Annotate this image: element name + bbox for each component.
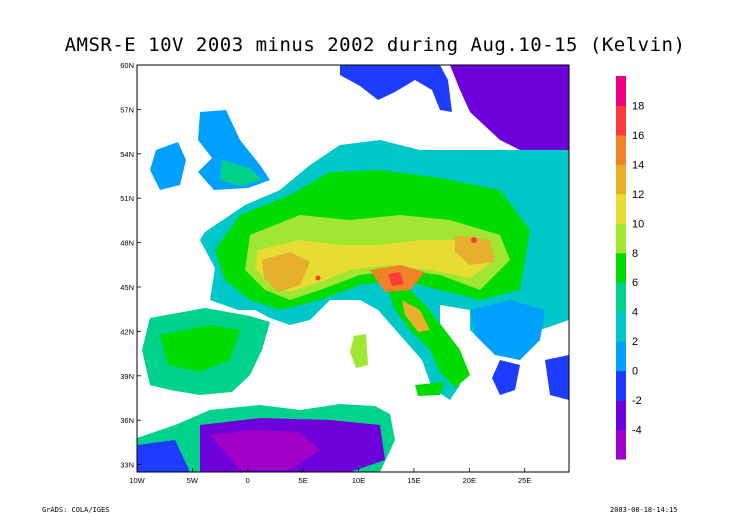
lon-tick-label: 15E	[407, 476, 420, 485]
east-hot-area	[455, 235, 495, 265]
greece-land	[492, 360, 520, 395]
colorbar-segment	[616, 341, 626, 372]
north-africa-coldest-area	[210, 430, 320, 470]
lon-tick-label: 20E	[463, 476, 476, 485]
colorbar-segment	[616, 370, 626, 401]
colorbar-label: 12	[632, 189, 644, 201]
italy-hot-area	[402, 300, 430, 332]
lat-tick-label: 39N	[120, 372, 134, 381]
balkans-land	[470, 300, 545, 360]
iberia-interior	[160, 325, 240, 372]
map-title: AMSR-E 10V 2003 minus 2002 during Aug.10…	[64, 34, 686, 56]
colorbar-label: 6	[632, 277, 638, 289]
colorbar-segment	[616, 429, 626, 460]
latitude-axis: 60N 57N 54N 51N 48N 45N 42N 39N 36N 33N	[120, 61, 141, 470]
morocco-land	[137, 440, 190, 472]
colorbar-label: -2	[632, 395, 642, 407]
lon-tick-label: 0	[246, 476, 250, 485]
colorbar-label: 4	[632, 307, 638, 319]
colorbar-label: 10	[632, 218, 644, 230]
lat-tick-label: 54N	[120, 150, 134, 159]
colorbar-label: 0	[632, 366, 638, 378]
colorbar-label: 14	[632, 159, 644, 171]
lat-tick-label: 33N	[120, 461, 134, 470]
colorbar-segment	[616, 76, 626, 106]
lon-tick-label: 5E	[299, 476, 308, 485]
ireland-land	[150, 142, 186, 190]
east-peak	[471, 237, 477, 243]
colorbar-segment	[616, 282, 626, 313]
colorbar-label: 16	[632, 130, 644, 142]
lat-tick-label: 48N	[120, 239, 134, 248]
corsica-sardinia-land	[350, 334, 368, 368]
plot-frame	[136, 64, 570, 473]
anatolia-land	[545, 355, 569, 400]
colorbar-label: 2	[632, 336, 638, 348]
france-hot-area	[262, 252, 310, 292]
lon-tick-label: 10W	[129, 476, 145, 485]
lat-tick-label: 45N	[120, 283, 134, 292]
france-peak	[315, 275, 321, 281]
colorbar: 18 16 14 12 10 8 6 4 2 0 -2 -4	[616, 76, 644, 460]
england-warm-area	[220, 160, 262, 186]
lon-tick-label: 5W	[187, 476, 199, 485]
colorbar-segment	[616, 193, 626, 224]
colorbar-segment	[616, 311, 626, 342]
colorbar-segment	[616, 223, 626, 254]
lat-tick-label: 42N	[120, 327, 134, 336]
colorbar-label: 18	[632, 100, 644, 112]
lat-tick-label: 51N	[120, 194, 134, 203]
sicily-land	[415, 382, 445, 396]
northeast-land	[450, 65, 569, 150]
colorbar-segment	[616, 252, 626, 283]
colorbar-segment	[616, 400, 626, 431]
colorbar-label: 8	[632, 248, 638, 260]
lon-tick-label: 25E	[518, 476, 531, 485]
scandinavia-land	[340, 65, 452, 112]
colorbar-segment	[616, 105, 626, 136]
central-europe-yellow	[255, 240, 495, 292]
software-credit: GrADS: COLA/IGES	[42, 506, 110, 514]
colorbar-segment	[616, 134, 626, 165]
lat-tick-label: 57N	[120, 105, 134, 114]
timestamp: 2003-08-18-14:15	[610, 506, 678, 514]
colorbar-segment	[616, 164, 626, 195]
colorbar-label: -4	[632, 425, 642, 437]
po-valley-peak	[388, 272, 404, 286]
lat-tick-label: 36N	[120, 416, 134, 425]
longitude-axis: 10W 5W 0 5E 10E 15E 20E 25E	[129, 468, 531, 485]
lon-tick-label: 10E	[352, 476, 365, 485]
lat-tick-label: 60N	[120, 61, 134, 70]
